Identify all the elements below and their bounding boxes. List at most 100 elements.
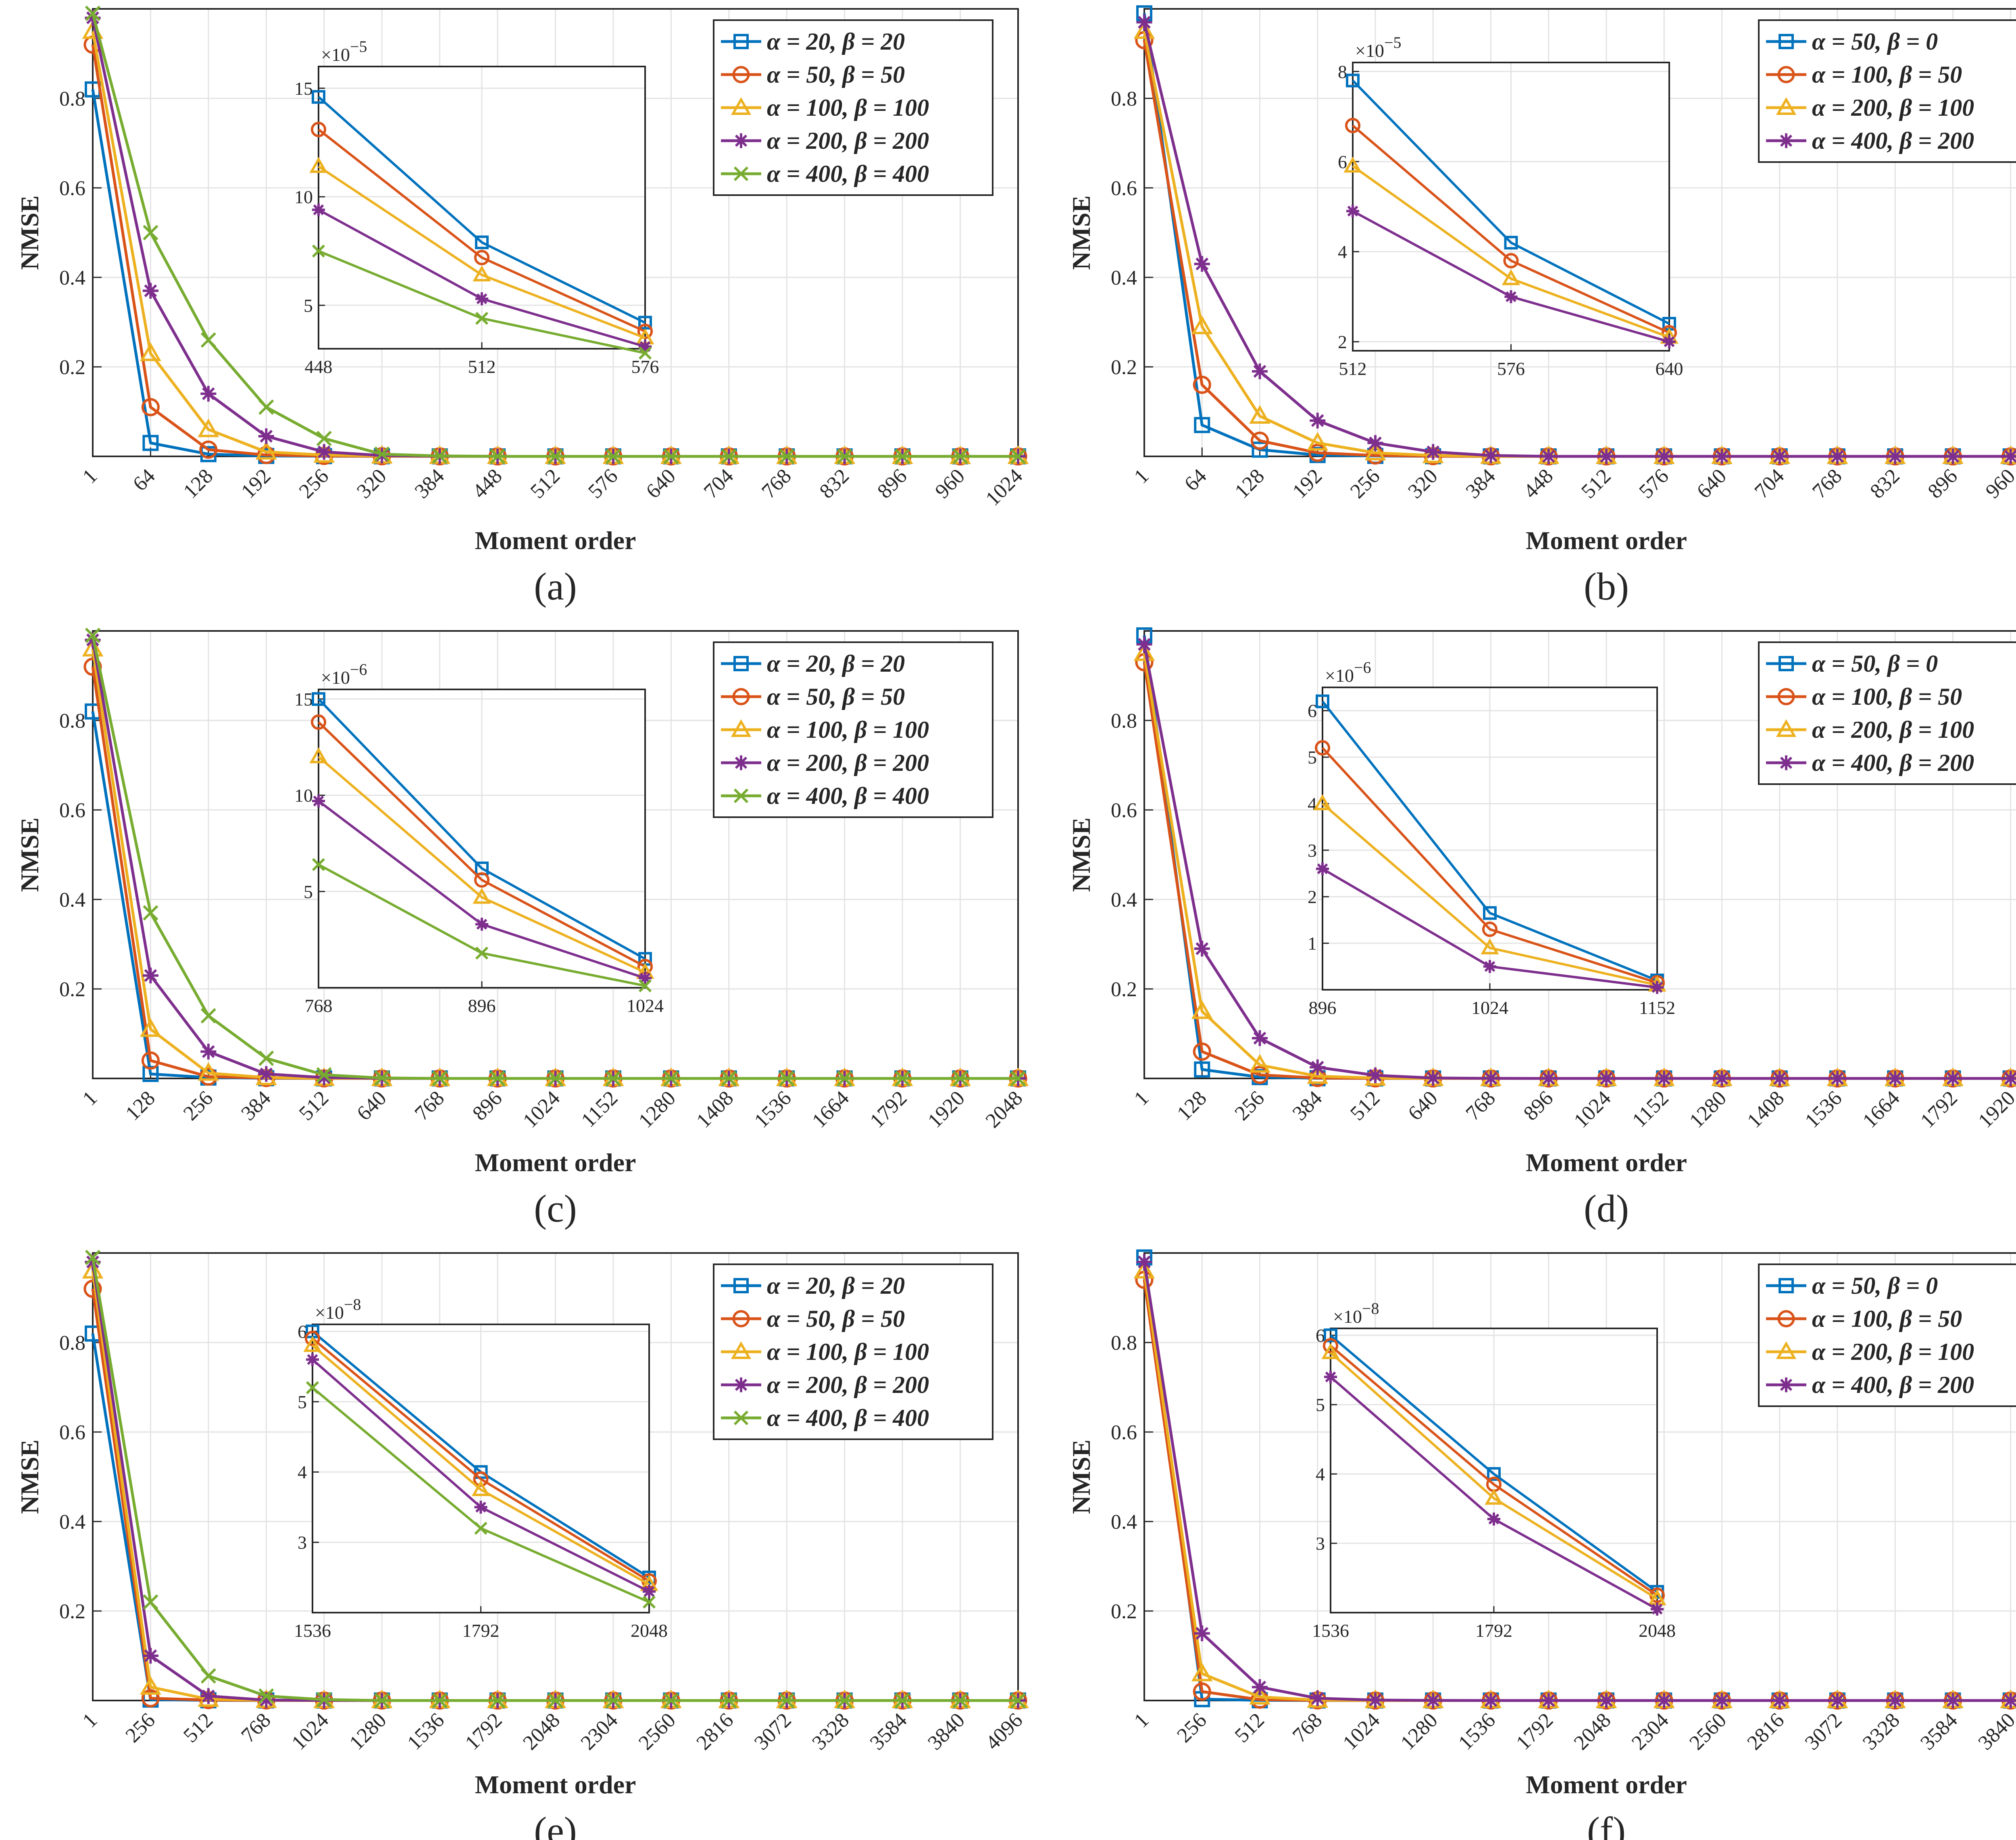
data-point [316,431,332,446]
data-point [1252,1679,1268,1695]
data-point [1249,1054,1270,1073]
data-point [198,1688,219,1707]
x-tick-label: 1792 [866,1087,912,1132]
data-point [316,1070,332,1086]
x-tick-label: 640 [641,464,680,503]
inset-series-line [1321,700,1658,982]
inset-series-line [1330,1351,1658,1600]
inset-multiplier: ×10−5 [321,37,367,65]
inset-x-tick-label: 1536 [294,1620,331,1641]
legend-box [1758,19,2016,163]
inset-y-tick-label: 2 [1338,332,1347,352]
data-point [142,968,158,984]
data-point [1887,1070,1903,1087]
inset-data-point [1345,118,1361,133]
data-point [258,1066,274,1082]
x-tick-label: 1408 [1743,1087,1789,1132]
data-point [1249,405,1270,424]
data-point [1194,1625,1210,1642]
x-tick-label: 1024 [1570,1087,1616,1132]
inset-multiplier: ×10−8 [315,1295,361,1323]
data-point [663,1070,679,1087]
x-tick-label: 832 [1866,464,1904,503]
data-point [258,399,274,415]
data-point [432,448,448,464]
x-tick-label: 512 [526,464,564,503]
data-point [1194,941,1210,957]
data-point [1191,1000,1213,1019]
y-tick-label: 0.4 [59,266,85,289]
x-tick-label: 1 [78,1087,102,1110]
panel-caption: (d) [1584,1187,1629,1230]
x-tick-label: 1280 [634,1087,680,1132]
x-tick-label: 256 [1173,1709,1211,1747]
data-point [1136,14,1152,30]
inset-data-point [312,794,325,808]
y-axis-label: NMSE [15,818,44,892]
y-tick-label: 0.6 [59,1421,85,1444]
inset-y-tick-label: 6 [1308,701,1317,721]
x-tick-label: 1536 [750,1087,796,1132]
data-point [1829,448,1845,464]
y-tick-label: 0.8 [1111,710,1137,733]
legend-label: α = 20, β = 20 [767,1272,905,1299]
data-point [374,446,390,462]
data-point [1422,444,1444,463]
data-point [85,1249,101,1266]
x-tick-label: 1152 [577,1087,622,1132]
data-point [1656,1070,1672,1087]
data-point [1191,1663,1213,1682]
x-axis-label: Moment order [475,1148,636,1177]
y-tick-label: 0.4 [59,1511,85,1534]
x-tick-label: 256 [1231,1087,1269,1125]
y-tick-label: 0.8 [59,1332,85,1355]
y-tick-label: 0.8 [1111,87,1137,110]
data-point [721,1692,737,1709]
inset-x-tick-label: 1792 [1475,1620,1512,1641]
inset-series-line [318,128,646,333]
x-tick-label: 3840 [1974,1709,2016,1755]
data-point [1193,1682,1211,1701]
x-tick-label: 384 [410,464,449,503]
legend-box [1758,1263,2016,1407]
data-point [1307,1065,1329,1084]
x-tick-label: 320 [352,464,391,503]
inset-multiplier-base: ×10 [321,44,350,65]
data-point [548,448,563,464]
legend-label: α = 200, β = 100 [1812,716,1974,743]
x-tick-label: 512 [295,1087,333,1125]
inset-data-point [474,872,490,888]
data-point [779,1692,795,1709]
data-point [1772,1692,1788,1709]
y-tick-label: 0.6 [59,799,85,822]
data-point [1772,448,1788,464]
x-tick-label: 3584 [1916,1709,1962,1755]
inset-multiplier: ×10−5 [1355,33,1402,61]
legend-label: α = 400, β = 400 [767,783,929,809]
inset-y-tick-label: 4 [1338,241,1347,262]
legend-marker [1776,719,1797,737]
x-tick-label: 768 [1288,1709,1327,1747]
x-tick-label: 1536 [1454,1709,1500,1755]
data-point [1194,1061,1210,1078]
data-point [258,1050,274,1066]
inset-data-point [474,1501,487,1514]
legend-label: α = 200, β = 200 [767,1372,929,1398]
legend-marker [1779,656,1794,671]
inset-y-tick-label: 8 [1338,61,1347,82]
x-axis-label: Moment order [475,1770,636,1799]
inset-y-tick-label: 4 [298,1462,307,1482]
inset-data-point [471,1480,490,1496]
legend-marker [1777,1310,1795,1328]
data-point [1656,1692,1672,1709]
x-tick-label: 576 [1635,464,1673,503]
data-point [605,1070,621,1087]
data-point [142,1066,159,1082]
x-tick-label: 1792 [1512,1709,1558,1755]
data-point [1656,448,1672,464]
data-point [258,428,274,444]
y-axis-label: NMSE [1067,196,1095,270]
inset-data-point [312,203,325,216]
data-point [1945,1692,1961,1709]
